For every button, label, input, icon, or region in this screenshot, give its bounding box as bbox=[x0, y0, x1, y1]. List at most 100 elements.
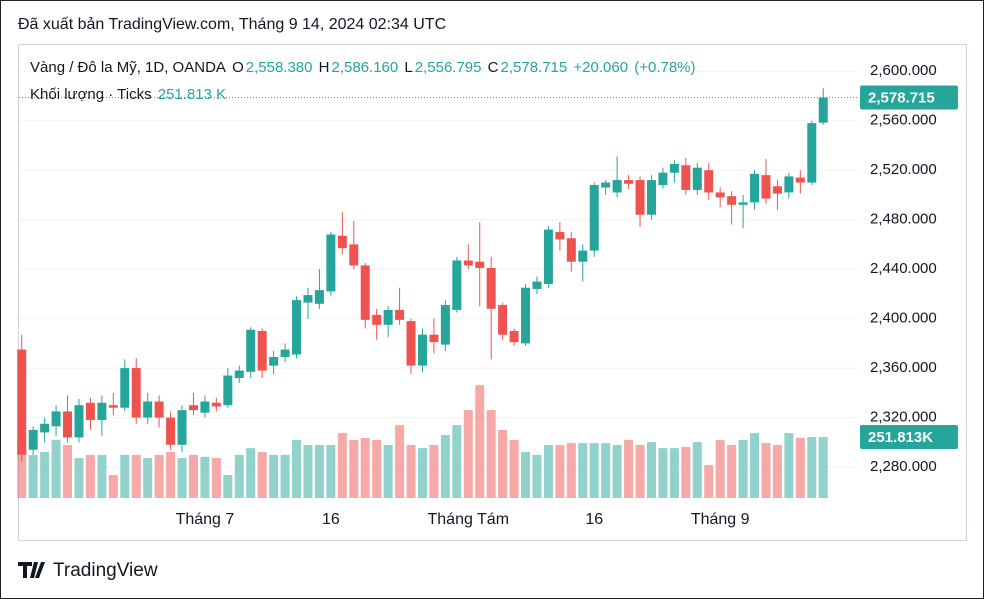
volume-bar bbox=[784, 433, 794, 498]
volume-bar bbox=[440, 435, 450, 498]
candle-body bbox=[532, 281, 542, 289]
candle-body bbox=[51, 411, 61, 427]
candle-body bbox=[738, 202, 748, 205]
volume-bar bbox=[406, 444, 416, 498]
candle-body bbox=[40, 423, 50, 433]
y-tick-label: 2,560.000 bbox=[870, 112, 937, 129]
close-value: 2,578.715 bbox=[500, 59, 568, 76]
candle-body bbox=[188, 405, 198, 411]
volume-bar bbox=[704, 465, 714, 498]
candle-body bbox=[246, 329, 256, 372]
candle-body bbox=[521, 287, 531, 344]
volume-bar bbox=[326, 444, 336, 498]
volume-bar bbox=[498, 429, 508, 498]
candle-body bbox=[624, 180, 634, 184]
candle-body bbox=[784, 176, 794, 193]
volume-bar bbox=[566, 443, 576, 498]
volume-bar bbox=[17, 439, 27, 498]
volume-bar bbox=[28, 454, 38, 498]
volume-bar bbox=[429, 444, 439, 498]
volume-bar bbox=[97, 454, 107, 498]
x-tick-label: Tháng Tám bbox=[428, 511, 510, 528]
candle-body bbox=[818, 97, 828, 123]
chart-border bbox=[18, 44, 967, 541]
volume-bar bbox=[669, 448, 679, 498]
candle-body bbox=[772, 186, 782, 194]
candle-body bbox=[543, 229, 553, 284]
volume-bar bbox=[154, 454, 164, 498]
open-value: 2,558.380 bbox=[245, 59, 313, 76]
y-tick-label: 2,480.000 bbox=[870, 211, 937, 228]
volume-bar bbox=[337, 433, 347, 498]
candle-body bbox=[349, 244, 359, 266]
header: Đã xuất bản TradingView.com, Tháng 9 14,… bbox=[18, 16, 446, 33]
volume-bar bbox=[269, 454, 279, 498]
volume-bar bbox=[292, 439, 302, 498]
candle-body bbox=[177, 410, 187, 445]
volume bbox=[17, 385, 828, 498]
volume-bar bbox=[486, 410, 496, 498]
candle-body bbox=[704, 170, 714, 193]
candle-body bbox=[74, 405, 84, 438]
volume-bar bbox=[475, 385, 485, 498]
logo bbox=[18, 562, 45, 578]
volume-bar bbox=[612, 444, 622, 498]
low-value: 2,556.795 bbox=[414, 59, 482, 76]
candle-body bbox=[429, 334, 439, 343]
volume-bar bbox=[795, 437, 805, 498]
candle-body bbox=[120, 368, 130, 408]
footer: TradingView bbox=[53, 560, 158, 581]
volume-bar bbox=[417, 448, 427, 498]
close-badge bbox=[860, 85, 958, 110]
volume-bar bbox=[692, 442, 702, 498]
volume-bar bbox=[555, 444, 565, 498]
volume-bar bbox=[509, 439, 519, 498]
volume-bar bbox=[166, 451, 176, 498]
volume-bar bbox=[280, 454, 290, 498]
volume-bar bbox=[40, 451, 50, 498]
candle-body bbox=[257, 330, 267, 371]
candles bbox=[17, 88, 828, 463]
volume-bar bbox=[715, 439, 725, 498]
candle-body bbox=[612, 180, 622, 193]
candle-body bbox=[589, 185, 599, 251]
volume-bar bbox=[349, 439, 359, 498]
volume-bar bbox=[681, 446, 691, 498]
candle-body bbox=[143, 401, 153, 418]
candle-body bbox=[486, 267, 496, 309]
candle-body bbox=[383, 309, 393, 325]
candle-body bbox=[108, 405, 118, 408]
volume-bar bbox=[303, 444, 313, 498]
volume-bar bbox=[131, 454, 141, 498]
x-tick-label: Tháng 7 bbox=[176, 511, 235, 528]
y-tick-label: 2,600.000 bbox=[870, 62, 937, 79]
volume-badge bbox=[860, 425, 958, 450]
y-tick-label: 2,320.000 bbox=[870, 409, 937, 426]
y-tick-label: 2,440.000 bbox=[870, 260, 937, 277]
candle-body bbox=[131, 368, 141, 418]
volume-bar bbox=[395, 425, 405, 498]
candle-body bbox=[326, 234, 336, 292]
candle-body bbox=[509, 330, 519, 343]
c-letter: C bbox=[487, 59, 499, 76]
symbol: Vàng / Đô la Mỹ, 1D, OANDA bbox=[30, 59, 226, 76]
candle-body bbox=[417, 334, 427, 366]
candle-body bbox=[669, 163, 679, 173]
candle-body bbox=[406, 321, 416, 366]
volume-bar bbox=[750, 433, 760, 498]
volume-bar bbox=[143, 458, 153, 498]
candle-body bbox=[63, 411, 73, 438]
volume-bar bbox=[120, 454, 130, 498]
candle-body bbox=[498, 305, 508, 335]
candle-body bbox=[578, 250, 588, 262]
change: +20.060 bbox=[573, 59, 629, 76]
candle-body bbox=[28, 429, 38, 450]
x-tick-label: 16 bbox=[585, 511, 603, 528]
candle-body bbox=[681, 165, 691, 190]
candle-body bbox=[303, 295, 313, 303]
candle-body bbox=[475, 261, 485, 268]
candle-body bbox=[234, 370, 244, 379]
